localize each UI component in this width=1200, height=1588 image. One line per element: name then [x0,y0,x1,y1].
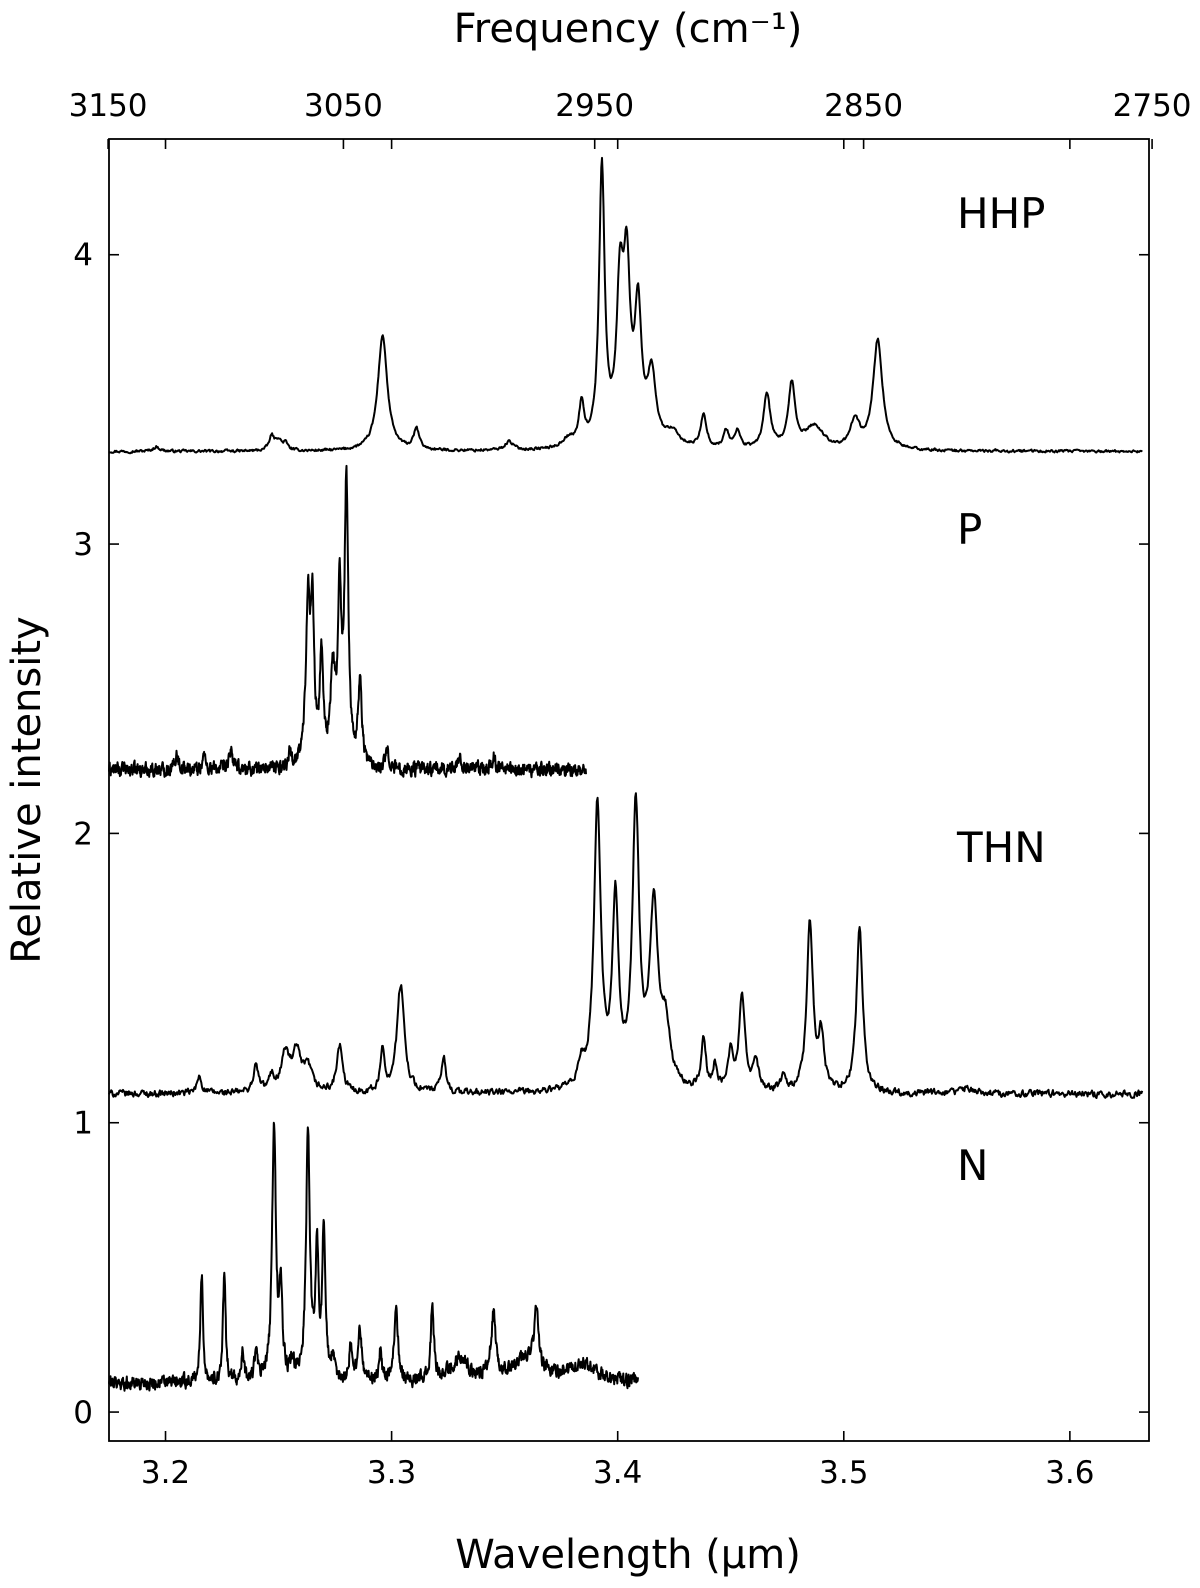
tick-labels: 3.2 3.3 3.4 3.5 3.6 3150 3050 2950 2850 2750 0 1 2 3 4 [69,88,1192,1491]
x-tick-label: 3.3 [367,1455,416,1491]
x2-tick-label: 2950 [555,88,634,124]
series-line-hhp [108,156,1143,455]
series-line-n [108,1121,639,1392]
y-tick-label: 2 [73,816,93,852]
x-tick-label: 3.5 [819,1455,868,1491]
series-label-n: N [957,1141,988,1190]
x-tick-label: 3.2 [141,1455,190,1491]
y-tick-label: 1 [73,1106,93,1142]
plot-frame [108,138,1150,1442]
y-tick-label: 0 [73,1395,93,1431]
x2-tick-label: 2850 [824,88,903,124]
spectra-traces [108,156,1144,1392]
y-axis-title: Relative intensity [4,616,50,963]
x2-tick-label: 3150 [69,88,148,124]
series-label-p: P [957,505,982,554]
x-axis-title: Wavelength (μm) [455,1532,801,1578]
series-label-hhp: HHP [957,189,1046,238]
axis-ticks [107,139,1153,1441]
series-line-p [108,464,587,779]
series-label-thn: THN [956,823,1046,872]
y-tick-label: 4 [73,238,93,274]
x2-tick-label: 2750 [1113,88,1192,124]
x-tick-label: 3.6 [1045,1455,1094,1491]
y-tick-label: 3 [73,527,93,563]
series-line-thn [108,792,1144,1099]
x2-tick-label: 3050 [304,88,383,124]
x2-axis-title: Frequency (cm⁻¹) [454,6,803,52]
x-tick-label: 3.4 [593,1455,642,1491]
